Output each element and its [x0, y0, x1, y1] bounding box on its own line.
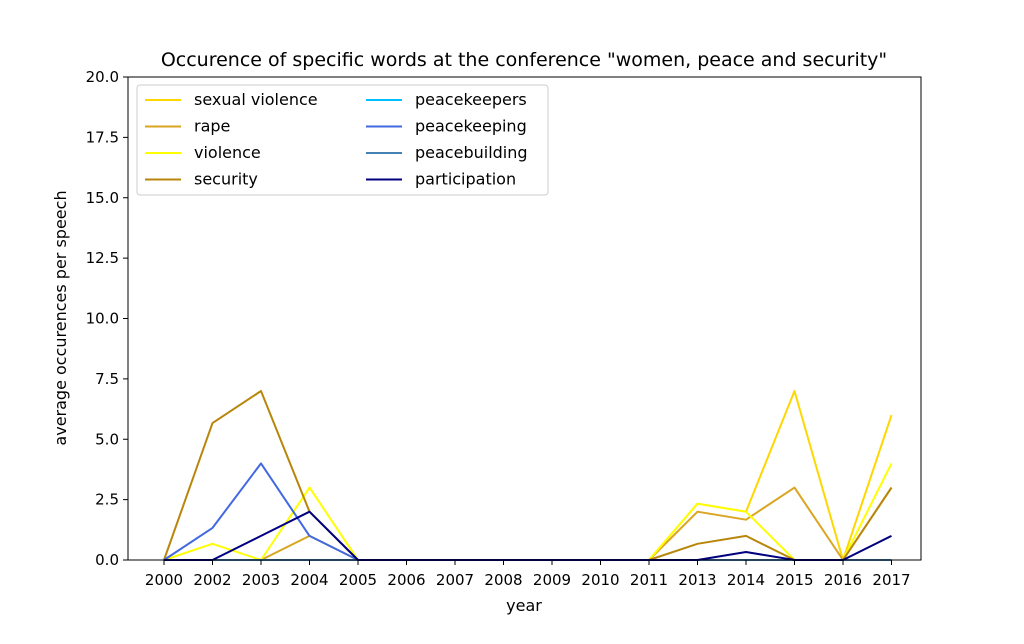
y-tick-label: 0.0: [95, 551, 119, 569]
legend-label: peacebuilding: [415, 143, 528, 162]
legend-box: [136, 84, 549, 196]
legend-label: participation: [415, 170, 516, 189]
x-tick-label: 2004: [290, 571, 328, 589]
y-tick-label: 10.0: [86, 310, 119, 328]
x-tick-label: 2015: [775, 571, 813, 589]
x-tick-label: 2003: [242, 571, 280, 589]
legend: sexual violence rape violence security peace…: [136, 84, 549, 196]
x-tick-label: 2007: [436, 571, 474, 589]
x-tick-label: 2016: [824, 571, 862, 589]
series-line-sexual-violence: [164, 390, 893, 561]
series-line-peacekeeping: [163, 462, 892, 561]
legend-label: violence: [194, 143, 261, 162]
y-tick-label: 2.5: [95, 491, 119, 509]
y-tick-label: 5.0: [95, 430, 119, 448]
series-line-participation: [164, 510, 892, 561]
series-line-violence: [163, 462, 893, 561]
y-tick-label: 17.5: [86, 128, 119, 146]
legend-label: rape: [194, 117, 230, 136]
y-tick-label: 15.0: [86, 189, 119, 207]
y-tick-label: 12.5: [86, 249, 119, 267]
x-tick-label: 2013: [678, 571, 716, 589]
chart-title: Occurence of specific words at the confe…: [161, 49, 887, 71]
legend-label: peacekeeping: [415, 117, 527, 136]
legend-label: peacekeepers: [415, 90, 527, 109]
x-tick-label: 2000: [145, 571, 183, 589]
legend-label: security: [194, 170, 258, 189]
x-tick-label: 2014: [727, 571, 765, 589]
x-axis-label: year: [506, 596, 542, 615]
legend-label: sexual violence: [194, 90, 318, 109]
y-tick-label: 20.0: [86, 68, 119, 86]
y-axis: 0.0 2.5 5.0 7.5 10.0 12.5 15.0 17.5 20.0: [86, 68, 128, 569]
y-axis-label: average occurences per speech: [51, 190, 70, 445]
x-tick-label: 2008: [484, 571, 522, 589]
series-line-security: [163, 390, 893, 561]
x-tick-label: 2017: [872, 571, 910, 589]
x-tick-label: 2011: [630, 571, 668, 589]
x-axis: 2000 2002 2003 2004 2005 2006 2007 2008 2009 2010…: [145, 560, 911, 589]
x-tick-label: 2005: [339, 571, 377, 589]
x-tick-label: 2009: [533, 571, 571, 589]
y-tick-label: 7.5: [95, 370, 119, 388]
x-tick-label: 2010: [581, 571, 619, 589]
plot-lines: [163, 390, 893, 561]
x-tick-label: 2002: [193, 571, 231, 589]
x-tick-label: 2006: [387, 571, 425, 589]
